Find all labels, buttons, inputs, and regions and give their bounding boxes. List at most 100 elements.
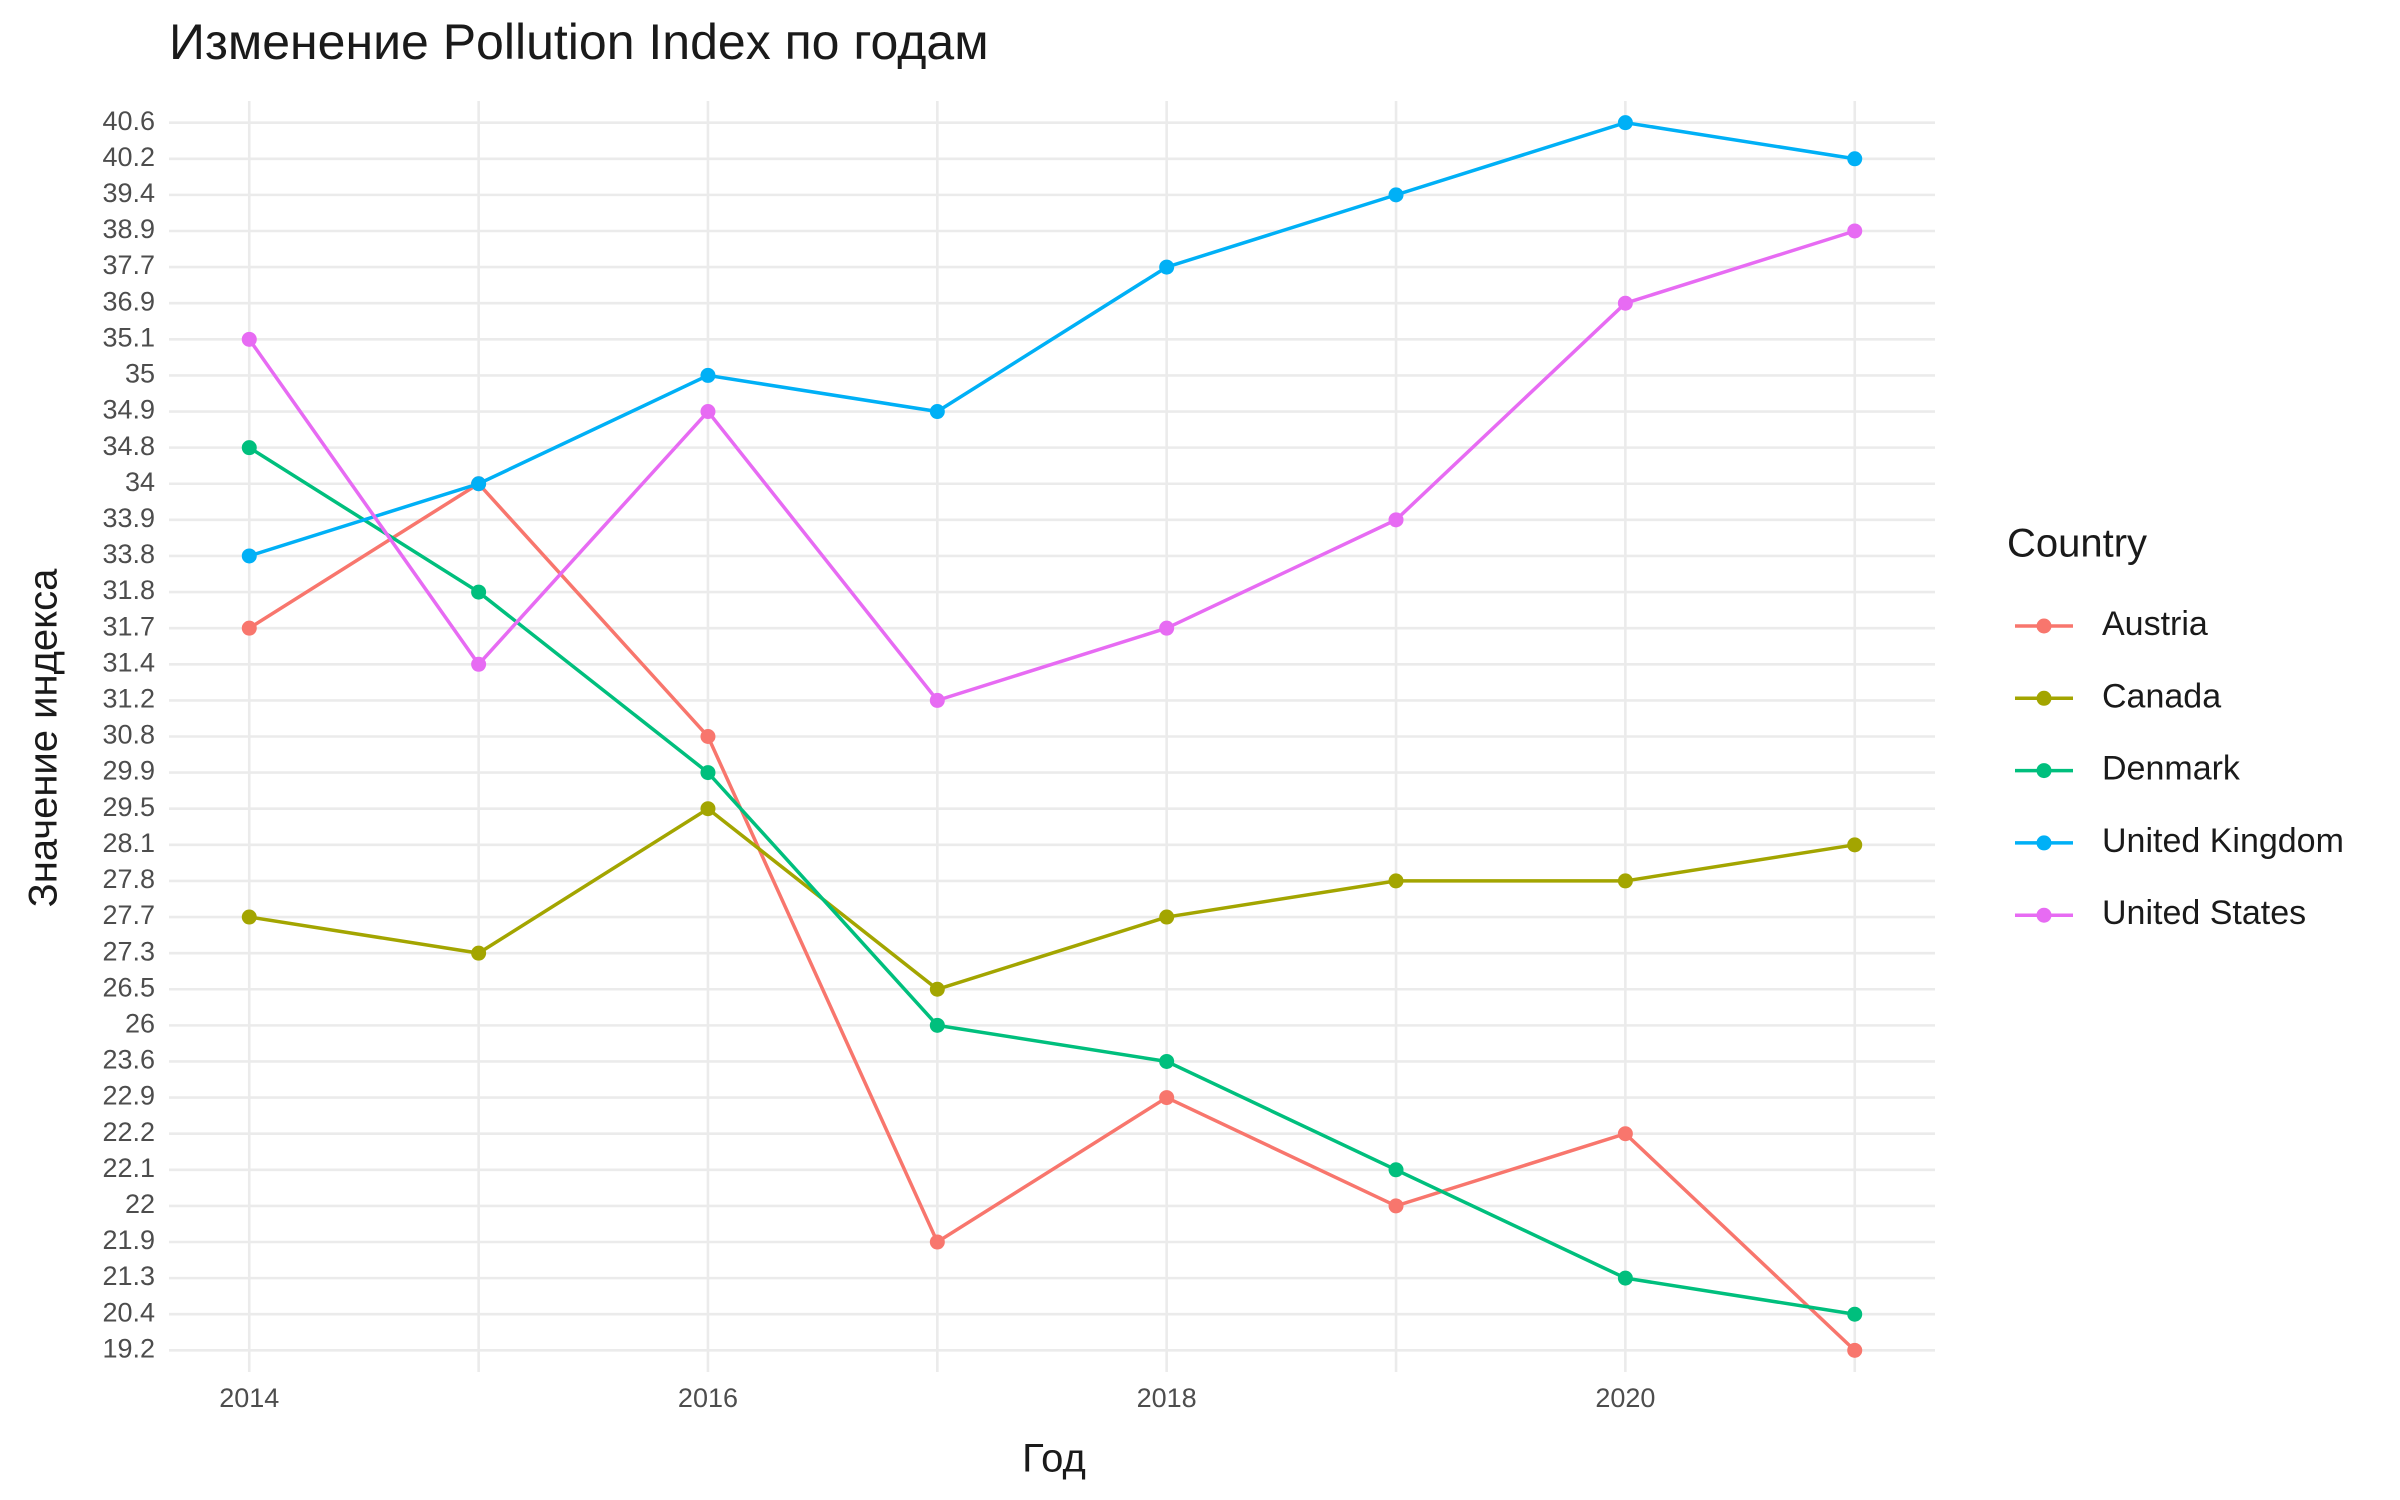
- legend-key-point: [2036, 618, 2052, 634]
- data-point: [1617, 1126, 1633, 1142]
- data-point: [1847, 223, 1863, 239]
- data-point: [1617, 1270, 1633, 1286]
- marks: [241, 115, 1863, 1358]
- data-point: [1159, 620, 1175, 636]
- data-point: [700, 801, 716, 817]
- y-tick-label: 33.8: [102, 539, 155, 569]
- y-tick-label: 22.1: [102, 1153, 155, 1183]
- y-tick-label: 31.8: [102, 575, 155, 605]
- legend-label: Canada: [2102, 677, 2221, 715]
- data-point: [929, 404, 945, 420]
- series-line: [248, 120, 1856, 558]
- legend-key-point: [2036, 690, 2052, 706]
- y-tick-label: 29.9: [102, 756, 155, 786]
- data-point: [471, 584, 487, 600]
- series-line: [247, 229, 1856, 703]
- legend-key-point: [2036, 835, 2052, 851]
- y-tick-label: 31.7: [102, 611, 155, 641]
- legend-key-point: [2036, 907, 2052, 923]
- data-point: [1847, 1306, 1863, 1322]
- y-tick-label: 19.2: [102, 1333, 155, 1363]
- y-tick-label: 27.8: [102, 864, 155, 894]
- data-point: [1388, 512, 1404, 528]
- y-tick-label: 22.9: [102, 1081, 155, 1111]
- legend-key-point: [2036, 763, 2052, 779]
- data-point: [1617, 115, 1633, 131]
- y-tick-label: 23.6: [102, 1045, 155, 1075]
- chart-title: Изменение Pollution Index по годам: [169, 14, 989, 70]
- data-point: [929, 1017, 945, 1033]
- y-tick-label: 35: [125, 359, 155, 389]
- data-point: [1159, 1090, 1175, 1106]
- data-point: [241, 331, 257, 347]
- data-point: [471, 945, 487, 961]
- y-tick-label: 35.1: [102, 322, 155, 352]
- y-tick-label: 36.9: [102, 286, 155, 316]
- data-point: [241, 548, 257, 564]
- data-point: [1388, 1198, 1404, 1214]
- data-point: [241, 620, 257, 636]
- data-point: [471, 476, 487, 492]
- data-point: [1617, 295, 1633, 311]
- data-point: [929, 692, 945, 708]
- x-axis-title: Год: [1022, 1437, 1086, 1481]
- data-point: [929, 1234, 945, 1250]
- y-tick-label: 21.9: [102, 1225, 155, 1255]
- y-tick-label: 20.4: [102, 1297, 155, 1327]
- data-point: [929, 981, 945, 997]
- data-point: [241, 440, 257, 456]
- data-point: [471, 656, 487, 672]
- legend-title: Country: [2007, 522, 2147, 566]
- x-tick-label: 2020: [1595, 1383, 1655, 1413]
- legend-label: Austria: [2102, 605, 2208, 643]
- data-point: [1388, 873, 1404, 889]
- grid: 2014 2016 2018 2020 19.2 20.4 21.3 21.9 22 22.1 22…: [102, 101, 1935, 1413]
- y-tick-label: 34.8: [102, 431, 155, 461]
- legend: Austria Canada Denmark United Kingdom United…: [2015, 605, 2344, 932]
- series-line: [248, 481, 1856, 1352]
- y-tick-label: 33.9: [102, 503, 155, 533]
- series-line: [249, 806, 1856, 992]
- y-tick-label: 40.6: [102, 106, 155, 136]
- x-tick-label: 2016: [678, 1383, 738, 1413]
- y-tick-label: 31.4: [102, 647, 155, 677]
- data-point: [700, 404, 716, 420]
- y-tick-label: 27.7: [102, 900, 155, 930]
- y-tick-label: 34.9: [102, 395, 155, 425]
- y-tick-label: 34: [125, 467, 155, 497]
- y-tick-label: 28.1: [102, 828, 155, 858]
- y-tick-label: 37.7: [102, 250, 155, 280]
- data-point: [1159, 1053, 1175, 1069]
- data-point: [700, 367, 716, 383]
- data-point: [1159, 259, 1175, 275]
- y-tick-label: 22: [125, 1189, 155, 1219]
- legend-label: United Kingdom: [2102, 822, 2344, 860]
- x-tick-label: 2014: [219, 1383, 279, 1413]
- data-point: [1847, 837, 1863, 853]
- y-tick-label: 26.5: [102, 972, 155, 1002]
- data-point: [1388, 1162, 1404, 1178]
- y-tick-label: 21.3: [102, 1261, 155, 1291]
- y-tick-label: 31.2: [102, 684, 155, 714]
- y-tick-label: 40.2: [102, 142, 155, 172]
- data-point: [241, 909, 257, 925]
- data-point: [1847, 1342, 1863, 1358]
- data-point: [1388, 187, 1404, 203]
- y-tick-label: 26: [125, 1008, 155, 1038]
- data-point: [700, 765, 716, 781]
- legend-label: Denmark: [2102, 750, 2241, 788]
- y-axis-title: Значение индекса: [22, 568, 66, 907]
- legend-label: United States: [2102, 894, 2306, 932]
- y-tick-label: 39.4: [102, 178, 155, 208]
- data-point: [1847, 151, 1863, 167]
- y-tick-label: 30.8: [102, 720, 155, 750]
- y-tick-label: 22.2: [102, 1117, 155, 1147]
- y-tick-label: 29.5: [102, 792, 155, 822]
- x-tick-label: 2018: [1137, 1383, 1197, 1413]
- data-point: [700, 729, 716, 744]
- y-tick-label: 38.9: [102, 214, 155, 244]
- data-point: [1159, 909, 1175, 925]
- data-point: [1617, 873, 1633, 889]
- y-tick-label: 27.3: [102, 936, 155, 966]
